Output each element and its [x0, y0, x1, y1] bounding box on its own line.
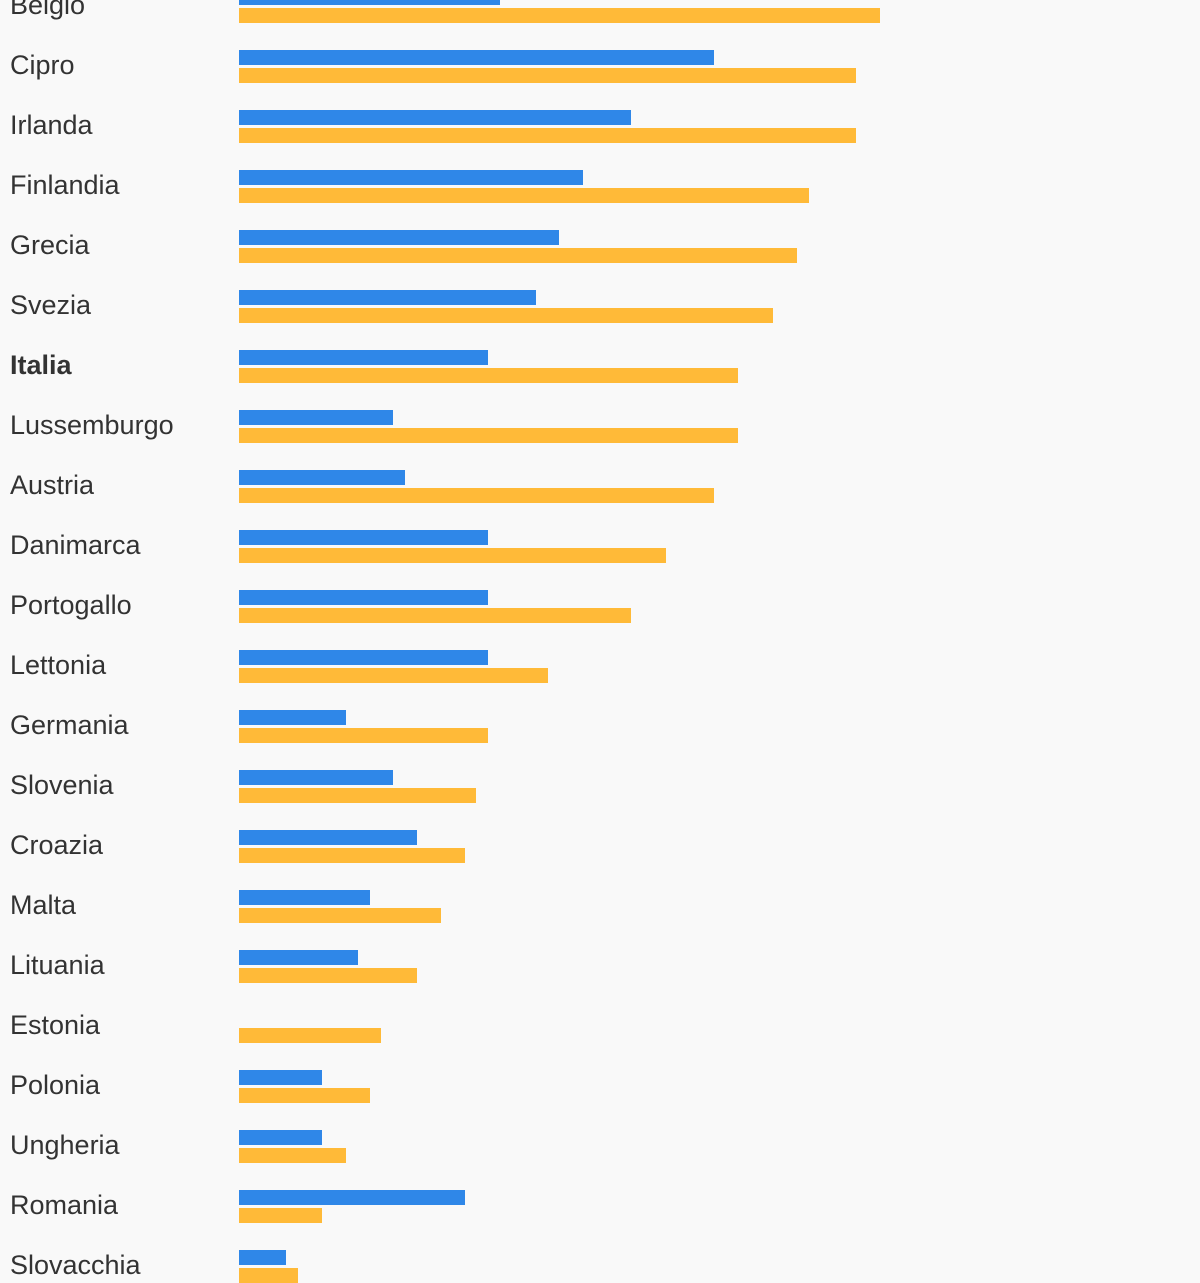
- bar-series-1: [239, 470, 406, 485]
- bar-series-2: [239, 668, 548, 683]
- category-label: Croazia: [10, 830, 104, 860]
- category-label: Estonia: [10, 1010, 101, 1040]
- bar-series-2: [239, 1208, 323, 1223]
- category-label: Lettonia: [10, 650, 107, 680]
- bar-series-1: [239, 1070, 323, 1085]
- category-label: Polonia: [10, 1070, 101, 1100]
- bar-series-2: [239, 788, 477, 803]
- bar-series-1: [239, 590, 489, 605]
- category-label: Grecia: [10, 230, 90, 260]
- bar-series-1: [239, 530, 489, 545]
- category-label: Romania: [10, 1190, 119, 1220]
- bar-series-2: [239, 128, 857, 143]
- bar-series-2: [239, 8, 880, 23]
- bar-series-2: [239, 608, 631, 623]
- bar-series-1: [239, 0, 501, 5]
- category-label: Italia: [10, 350, 72, 380]
- category-label: Lituania: [10, 950, 105, 980]
- category-label: Lussemburgo: [10, 410, 174, 440]
- bar-series-2: [239, 188, 809, 203]
- category-label: Danimarca: [10, 530, 141, 560]
- bar-series-2: [239, 308, 774, 323]
- bar-series-2: [239, 848, 465, 863]
- category-label: Portogallo: [10, 590, 132, 620]
- bar-series-1: [239, 350, 489, 365]
- bar-series-2: [239, 428, 738, 443]
- bar-series-1: [239, 1190, 465, 1205]
- category-label: Malta: [10, 890, 77, 920]
- category-label: Ungheria: [10, 1130, 120, 1160]
- bar-series-2: [239, 1088, 370, 1103]
- bar-series-1: [239, 110, 631, 125]
- category-label: Cipro: [10, 50, 75, 80]
- bar-series-1: [239, 650, 489, 665]
- bar-series-2: [239, 1148, 346, 1163]
- bar-series-2: [239, 1028, 382, 1043]
- bar-series-2: [239, 368, 738, 383]
- category-label: Austria: [10, 470, 95, 500]
- category-label: Irlanda: [10, 110, 93, 140]
- bar-series-1: [239, 170, 584, 185]
- bar-series-1: [239, 50, 714, 65]
- category-label: Slovacchia: [10, 1250, 141, 1280]
- bar-series-1: [239, 770, 394, 785]
- bar-series-2: [239, 68, 857, 83]
- category-label: Germania: [10, 710, 129, 740]
- bar-series-1: [239, 230, 560, 245]
- bar-series-2: [239, 908, 441, 923]
- category-label: Finlandia: [10, 170, 120, 200]
- bar-series-1: [239, 1250, 287, 1265]
- bar-series-1: [239, 1130, 323, 1145]
- category-label: Svezia: [10, 290, 92, 320]
- bar-series-2: [239, 728, 489, 743]
- bar-series-1: [239, 890, 370, 905]
- bar-series-2: [239, 248, 797, 263]
- bar-series-1: [239, 710, 346, 725]
- bar-series-2: [239, 1268, 299, 1283]
- bar-series-1: [239, 950, 358, 965]
- bar-series-2: [239, 968, 418, 983]
- category-label: Belgio: [10, 0, 86, 20]
- category-label: Slovenia: [10, 770, 114, 800]
- bar-series-1: [239, 830, 418, 845]
- bar-series-2: [239, 488, 714, 503]
- bar-series-1: [239, 290, 536, 305]
- bar-series-1: [239, 410, 394, 425]
- bar-series-2: [239, 548, 667, 563]
